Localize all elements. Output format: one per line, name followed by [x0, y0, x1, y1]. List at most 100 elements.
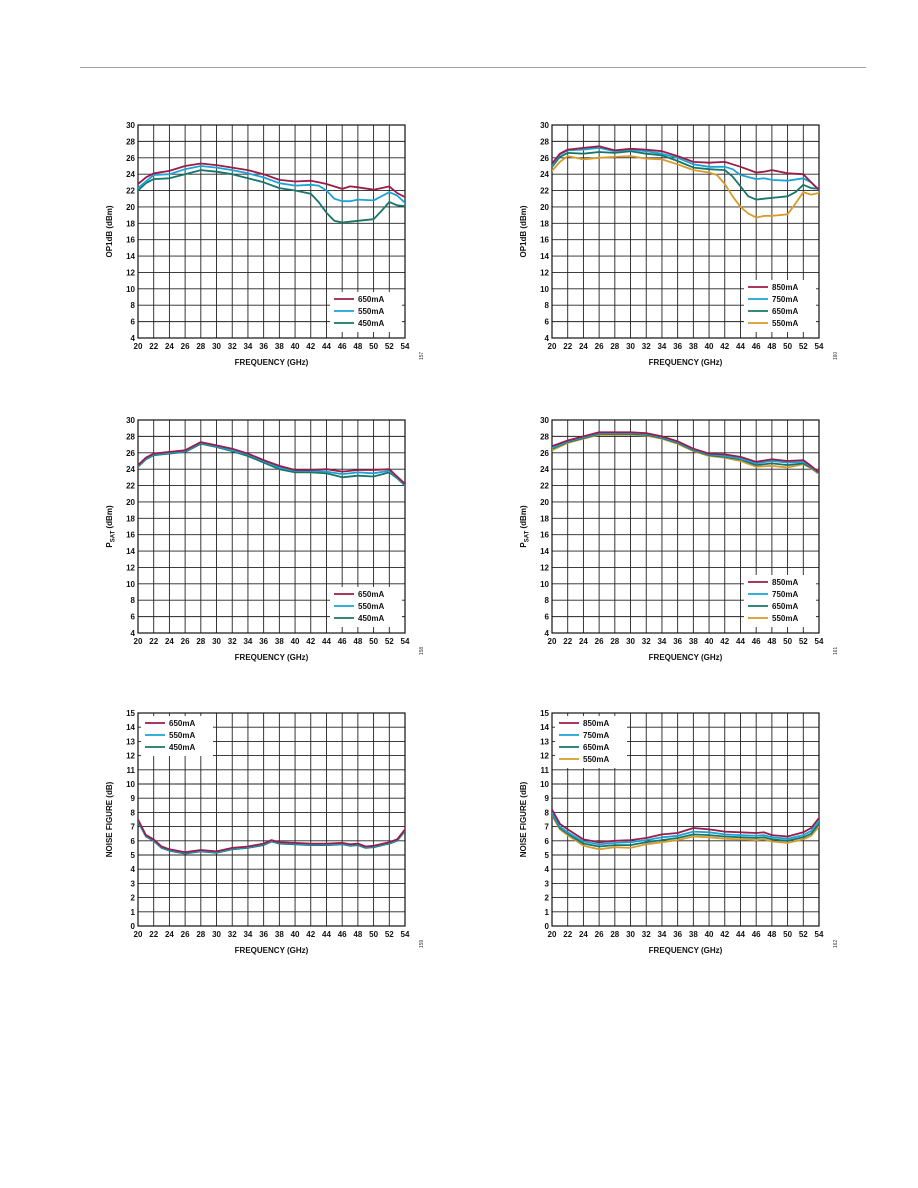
y-tick-label: 12	[540, 752, 549, 761]
x-tick-label: 28	[196, 930, 205, 939]
x-tick-label: 46	[338, 930, 347, 939]
x-tick-label: 52	[385, 342, 394, 351]
x-tick-label: 20	[548, 637, 557, 646]
figure-id: 160	[833, 352, 839, 361]
y-tick-label: 24	[540, 465, 549, 474]
x-tick-label: 30	[212, 637, 221, 646]
x-tick-label: 24	[579, 637, 588, 646]
x-tick-label: 48	[353, 342, 362, 351]
op1db-chart-right: 4 6 8 10 12 14 16 18 20 22 24 26 28 30 20 22 24 26 28 30 32 3…	[499, 110, 844, 375]
psat-chart-right: 4 6 8 10 12 14 16 18 20 22 24 26 28 30 20 22 24 26 28 30 32 3…	[499, 405, 844, 670]
y-tick-label: 10	[126, 580, 135, 589]
x-tick-label: 36	[673, 342, 682, 351]
x-tick-label: 42	[306, 342, 315, 351]
x-tick-label: 40	[705, 930, 714, 939]
y-tick-label: 6	[131, 613, 136, 622]
y-tick-label: 26	[126, 154, 135, 163]
series-line-550ma	[552, 155, 819, 219]
x-tick-label: 22	[563, 342, 572, 351]
y-tick-label: 8	[131, 301, 136, 310]
x-tick-label: 42	[720, 342, 729, 351]
x-tick-label: 26	[595, 637, 604, 646]
y-tick-label: 0	[131, 922, 136, 931]
series-line-650ma	[138, 441, 405, 485]
series-line-850ma	[552, 808, 819, 844]
x-tick-label: 52	[799, 930, 808, 939]
y-tick-label: 15	[126, 709, 135, 718]
x-tick-label: 40	[705, 342, 714, 351]
x-tick-label: 38	[689, 342, 698, 351]
figure-id: 158	[419, 647, 425, 656]
x-tick-label: 44	[322, 637, 331, 646]
y-tick-label: 4	[131, 629, 136, 638]
x-tick-label: 42	[306, 930, 315, 939]
legend: 650mA 550mA 450mA	[330, 292, 402, 332]
x-axis-label: FREQUENCY (GHz)	[235, 653, 309, 662]
x-tick-label: 36	[673, 637, 682, 646]
y-tick-label: 4	[131, 865, 136, 874]
x-tick-label: 32	[642, 342, 651, 351]
y-axis-label: NOISE FIGURE (dB)	[105, 781, 114, 857]
y-tick-label: 24	[126, 170, 135, 179]
series-group	[138, 162, 405, 224]
series-line-850ma	[552, 145, 819, 191]
y-axis-label: OP1dB (dBm)	[519, 205, 528, 257]
x-tick-label: 46	[752, 930, 761, 939]
grid	[551, 124, 820, 339]
x-tick-label: 54	[815, 930, 824, 939]
legend-label: 550mA	[169, 731, 195, 740]
y-tick-label: 1	[131, 908, 136, 917]
figure-id: 157	[419, 352, 425, 361]
x-tick-label: 40	[291, 930, 300, 939]
x-tick-label: 52	[799, 637, 808, 646]
x-tick-label: 48	[767, 342, 776, 351]
y-tick-label: 6	[545, 613, 550, 622]
legend-label: 750mA	[583, 731, 609, 740]
x-tick-label: 30	[212, 342, 221, 351]
figure-id: 161	[833, 647, 839, 656]
x-tick-label: 24	[165, 930, 174, 939]
y-tick-label: 5	[545, 851, 550, 860]
x-tick-label: 30	[626, 342, 635, 351]
y-tick-label: 14	[540, 547, 549, 556]
y-tick-label: 4	[131, 334, 136, 343]
y-tick-label: 24	[126, 465, 135, 474]
x-tick-label: 50	[369, 930, 378, 939]
x-tick-label: 24	[165, 637, 174, 646]
series-line-450ma	[138, 169, 405, 224]
x-tick-label: 28	[196, 342, 205, 351]
y-tick-label: 26	[540, 449, 549, 458]
y-tick-label: 10	[126, 780, 135, 789]
x-tick-label: 50	[783, 637, 792, 646]
x-tick-label: 52	[799, 342, 808, 351]
series-line-650ma	[552, 812, 819, 848]
x-tick-label: 32	[228, 342, 237, 351]
x-tick-label: 44	[736, 637, 745, 646]
x-tick-label: 54	[815, 342, 824, 351]
y-axis-label: PSAT (dBm)	[105, 505, 117, 548]
x-tick-label: 42	[306, 637, 315, 646]
x-tick-label: 22	[563, 930, 572, 939]
legend-label: 850mA	[583, 719, 609, 728]
x-tick-label: 36	[259, 637, 268, 646]
y-tick-label: 12	[126, 268, 135, 277]
x-tick-label: 24	[165, 342, 174, 351]
x-tick-label: 40	[291, 342, 300, 351]
x-tick-label: 30	[626, 930, 635, 939]
series-line-650ma	[138, 162, 405, 198]
x-tick-label: 36	[259, 342, 268, 351]
x-tick-label: 22	[563, 637, 572, 646]
legend-label: 550mA	[358, 307, 384, 316]
y-tick-label: 9	[545, 794, 550, 803]
y-tick-label: 28	[126, 137, 135, 146]
x-tick-label: 30	[626, 637, 635, 646]
y-tick-label: 8	[131, 596, 136, 605]
y-tick-label: 8	[545, 596, 550, 605]
y-tick-label: 8	[545, 301, 550, 310]
x-tick-label: 24	[579, 930, 588, 939]
y-tick-label: 28	[540, 137, 549, 146]
x-tick-label: 34	[243, 342, 252, 351]
x-tick-label: 50	[369, 637, 378, 646]
